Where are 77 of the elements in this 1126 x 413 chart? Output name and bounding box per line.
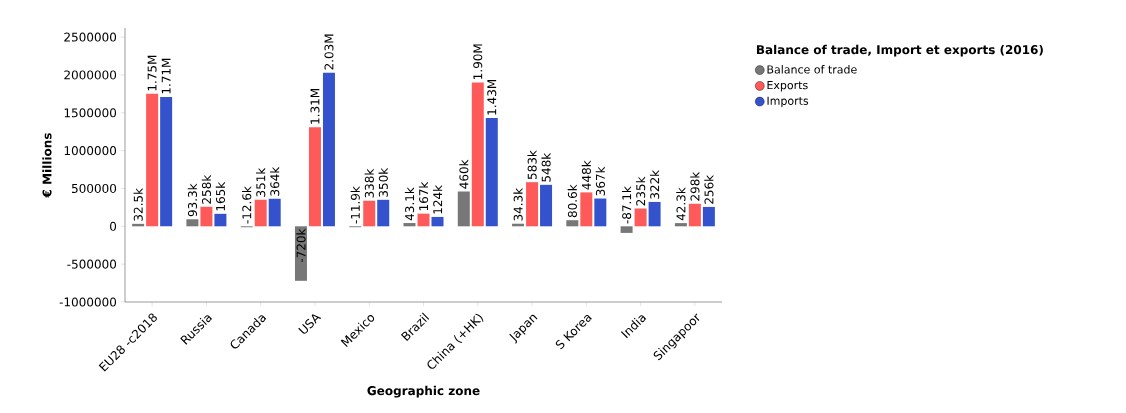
y-tick-label: 2500000 bbox=[64, 32, 117, 42]
data-label: 32.5k bbox=[133, 188, 143, 221]
bar bbox=[634, 208, 647, 227]
data-label: -12.6k bbox=[242, 186, 252, 224]
bar bbox=[540, 184, 553, 227]
bar bbox=[457, 191, 470, 227]
data-label: 548k bbox=[541, 152, 551, 182]
data-label: 460k bbox=[459, 159, 469, 189]
data-label: 364k bbox=[270, 166, 280, 196]
data-label: 43.1k bbox=[404, 187, 415, 221]
data-label: 167k bbox=[418, 181, 429, 211]
bar bbox=[186, 219, 199, 227]
legend-label: Imports bbox=[767, 96, 809, 108]
data-label: 256k bbox=[704, 174, 714, 204]
y-tick-label: 0 bbox=[110, 221, 117, 231]
bar bbox=[702, 206, 715, 227]
data-label: -720k bbox=[296, 228, 306, 263]
data-label: 351k bbox=[256, 167, 266, 197]
data-label: 80.6k bbox=[567, 184, 577, 218]
bar bbox=[431, 216, 444, 227]
data-label: -87.1k bbox=[621, 186, 632, 224]
bar bbox=[214, 213, 227, 227]
data-label: 322k bbox=[649, 169, 660, 199]
data-label: 1.75M bbox=[147, 55, 157, 91]
data-label: -11.9k bbox=[350, 186, 360, 224]
bar bbox=[160, 96, 173, 227]
data-label: 235k bbox=[635, 176, 646, 206]
legend-label: Exports bbox=[767, 81, 808, 92]
y-tick-label: 2000000 bbox=[64, 70, 117, 80]
bar bbox=[471, 82, 484, 227]
bar bbox=[322, 72, 335, 227]
y-tick-label: 500000 bbox=[71, 183, 117, 193]
bar bbox=[254, 199, 267, 227]
data-label: 34.3k bbox=[513, 187, 523, 221]
data-label: 1.71M bbox=[161, 58, 171, 94]
data-label: 42.3k bbox=[676, 187, 686, 221]
y-tick-label: -500000 bbox=[67, 259, 117, 269]
bar bbox=[268, 198, 281, 227]
data-label: 258k bbox=[201, 174, 212, 204]
bar bbox=[294, 226, 307, 281]
bar bbox=[526, 182, 539, 227]
bar bbox=[566, 220, 579, 227]
bar bbox=[377, 199, 390, 227]
bar bbox=[308, 127, 321, 227]
y-axis-title: € Millions bbox=[42, 133, 52, 198]
data-label: 583k bbox=[527, 150, 537, 180]
x-axis-title: Geographic zone bbox=[367, 385, 480, 398]
data-label: 338k bbox=[364, 168, 374, 198]
bar bbox=[200, 206, 213, 227]
bar bbox=[674, 223, 687, 227]
bar bbox=[620, 226, 633, 233]
bar bbox=[417, 213, 430, 227]
bar bbox=[648, 201, 661, 227]
data-label: 367k bbox=[595, 166, 605, 196]
data-label: 2.03M bbox=[324, 34, 334, 70]
bar bbox=[403, 223, 416, 227]
bar bbox=[594, 198, 607, 227]
bar bbox=[146, 93, 159, 227]
data-label: 124k bbox=[432, 184, 443, 214]
y-tick-label: -1000000 bbox=[59, 297, 117, 307]
bar bbox=[688, 203, 701, 227]
x-tick-label: USA bbox=[298, 314, 322, 334]
data-label: 298k bbox=[690, 171, 700, 201]
legend-label: Balance of trade bbox=[767, 65, 857, 74]
y-tick-label: 1500000 bbox=[64, 108, 117, 118]
bar bbox=[363, 200, 376, 227]
data-label: 350k bbox=[378, 167, 388, 197]
data-label: 448k bbox=[581, 160, 591, 190]
y-tick-label: 1000000 bbox=[64, 146, 117, 156]
legend-title: Balance of trade, Import et exports (2016) bbox=[756, 44, 1043, 57]
data-label: 1.43M bbox=[487, 79, 497, 115]
data-label: 1.90M bbox=[473, 44, 483, 79]
bar bbox=[580, 192, 593, 227]
data-label: 165k bbox=[215, 181, 226, 211]
data-label: 93.3k bbox=[187, 183, 198, 217]
data-label: 1.31M bbox=[310, 89, 320, 124]
bar bbox=[485, 118, 498, 227]
